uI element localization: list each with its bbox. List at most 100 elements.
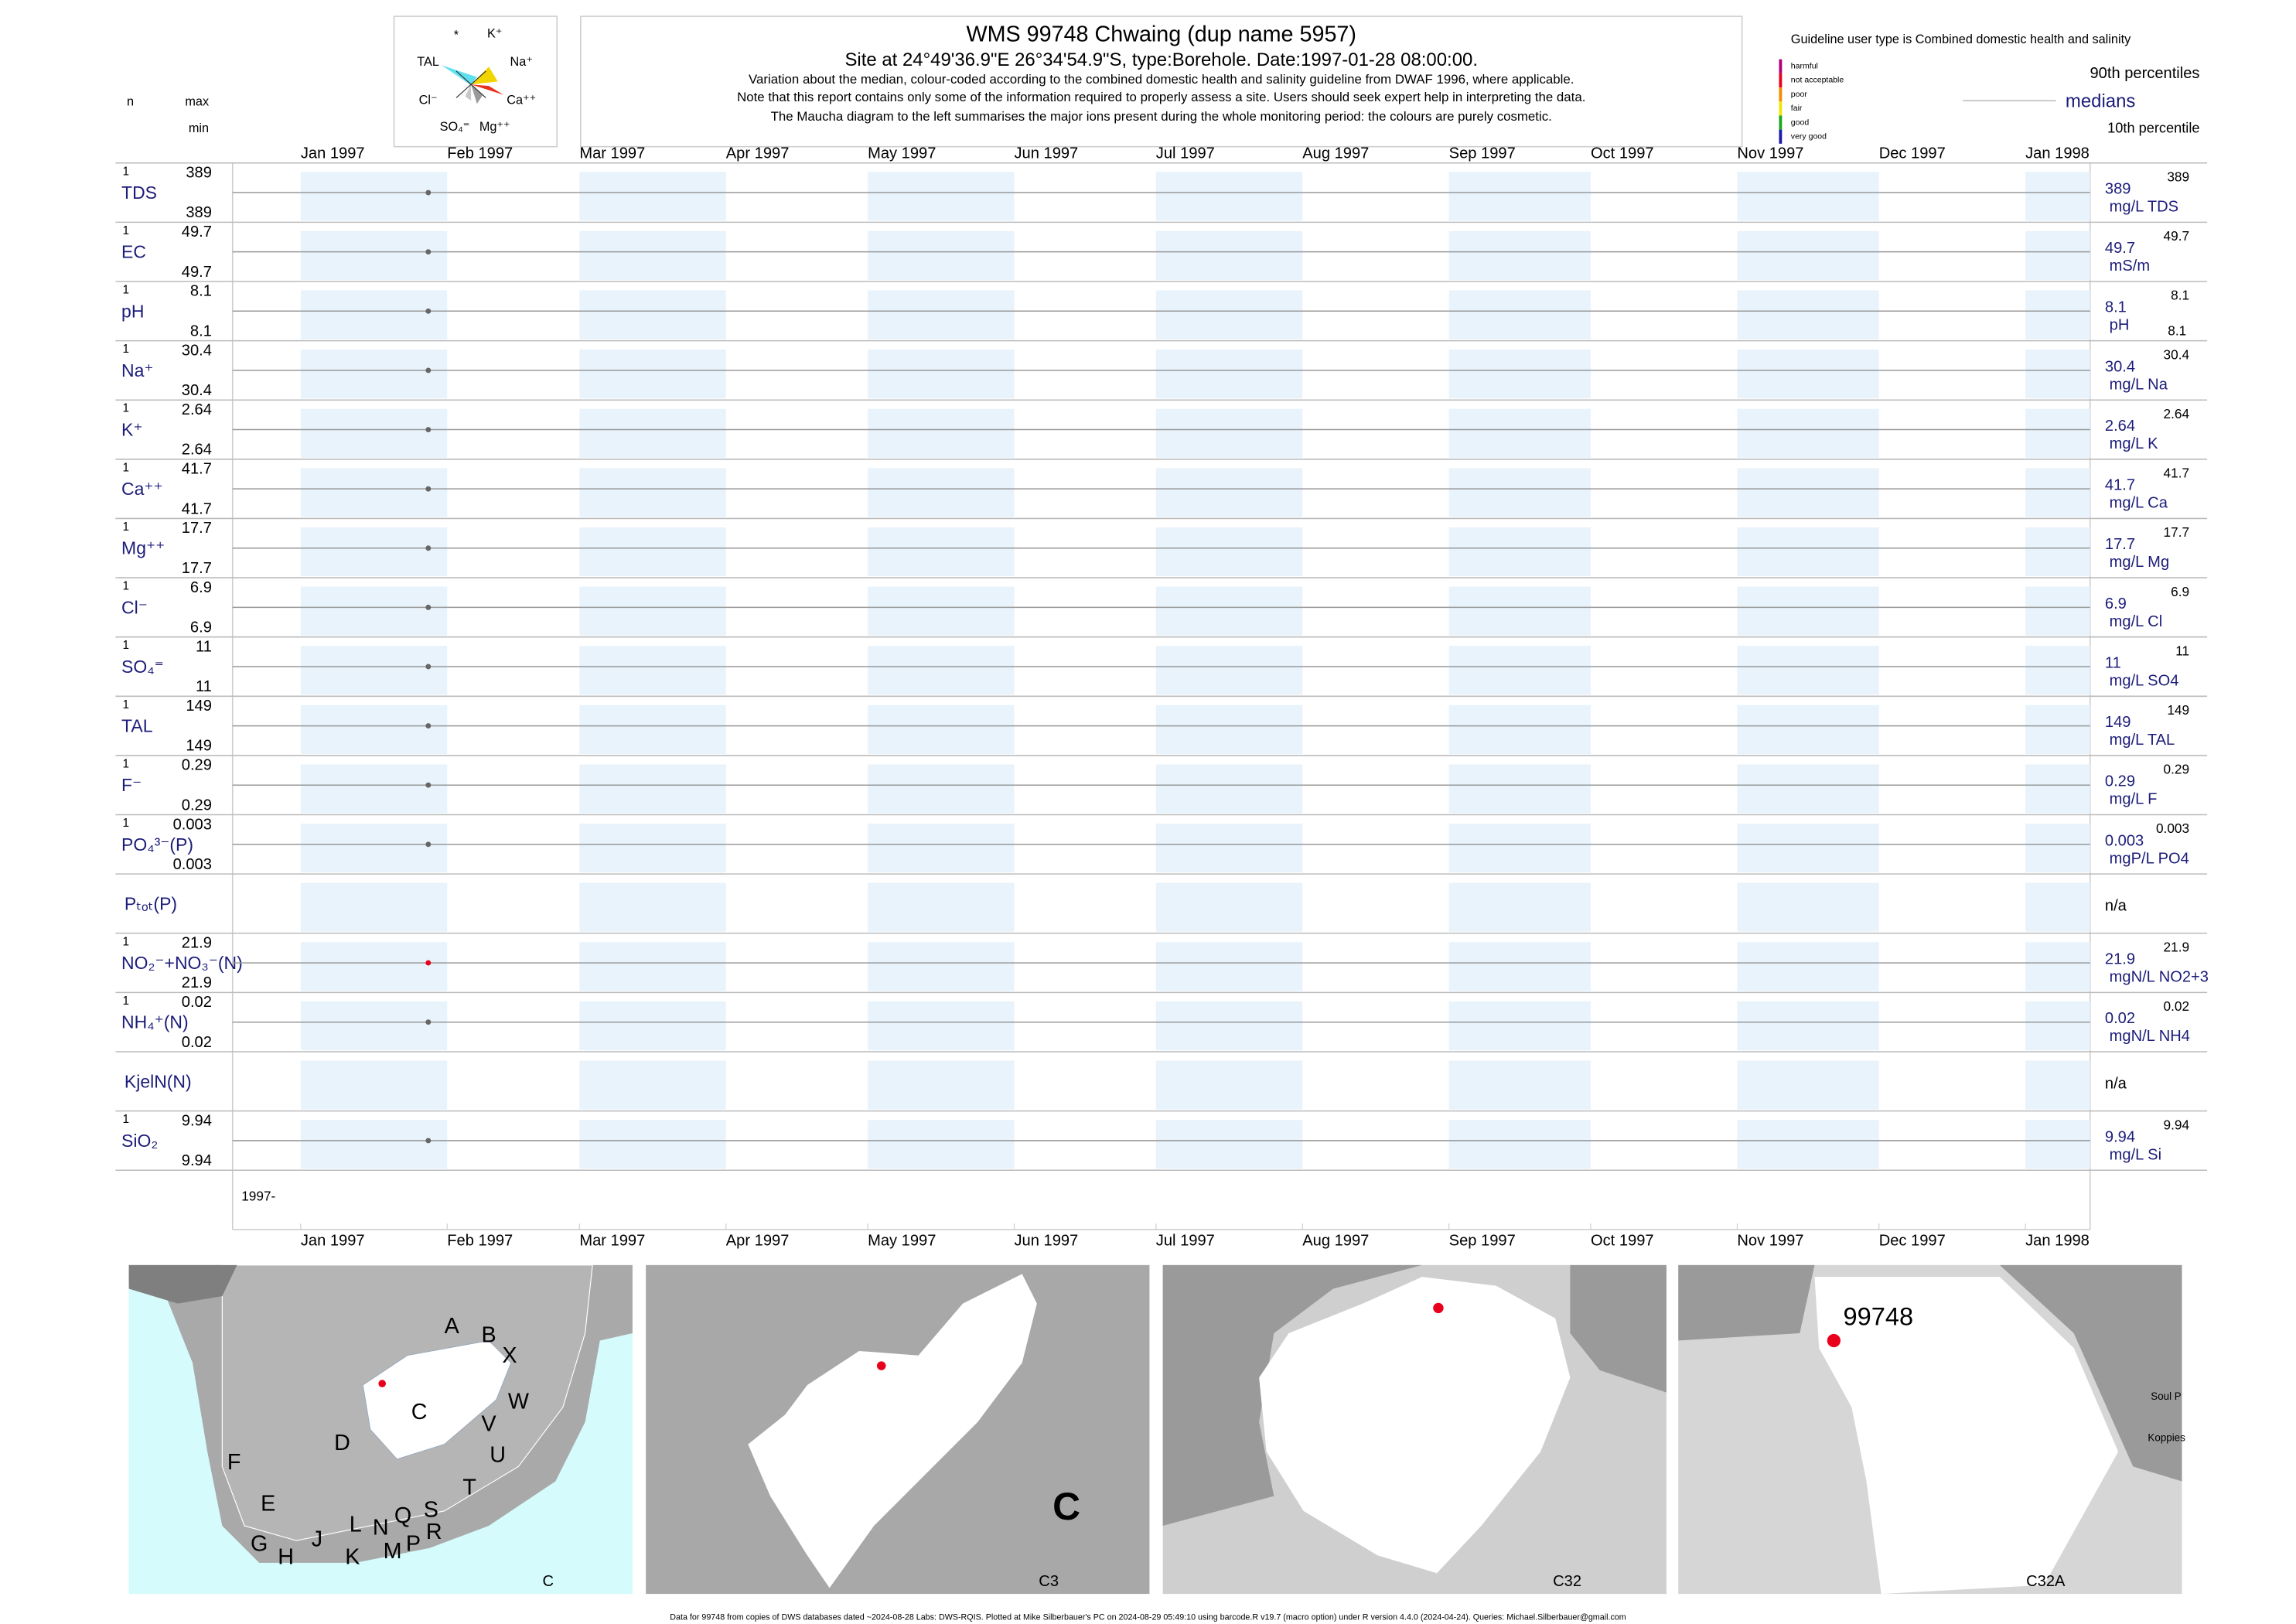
max-value: 2.64	[182, 401, 212, 418]
data-point	[425, 367, 432, 374]
min-value: 0.003	[173, 856, 212, 873]
month-band	[868, 350, 1015, 399]
median-value: 49.7	[2105, 240, 2135, 257]
month-band	[1155, 1001, 1303, 1051]
x-tick-label: May 1997	[868, 145, 936, 162]
map-caption: C32A	[2026, 1573, 2066, 1590]
max-value: 9.94	[182, 1112, 212, 1129]
month-band	[1448, 172, 1591, 221]
month-band	[2025, 705, 2090, 755]
month-band	[1448, 1060, 1591, 1110]
row-label: Ca⁺⁺	[121, 479, 163, 499]
month-band	[579, 468, 726, 517]
row-label: SO₄⁼	[121, 657, 164, 677]
maucha-box	[393, 15, 558, 148]
month-band	[868, 468, 1015, 517]
note: The Maucha diagram to the left summarise…	[771, 109, 1552, 124]
n-count: 1	[123, 935, 130, 948]
p90-value: 30.4	[2164, 346, 2190, 362]
n-count: 1	[123, 639, 130, 652]
month-band	[1448, 350, 1591, 399]
row-label: F⁻	[121, 775, 142, 795]
month-band	[300, 1001, 448, 1051]
month-band	[1448, 1120, 1591, 1169]
month-band	[2025, 824, 2090, 873]
month-band	[2025, 942, 2090, 991]
month-band	[1737, 527, 1879, 577]
p90-value: 11	[2175, 643, 2189, 658]
header-box	[580, 15, 1743, 148]
note: Variation about the median, colour-coded…	[749, 72, 1574, 87]
map-label: P	[406, 1531, 421, 1556]
month-band	[2025, 408, 2090, 458]
map-caption: C32	[1553, 1573, 1581, 1590]
map-label: S	[424, 1497, 438, 1522]
month-band	[868, 172, 1015, 221]
maucha-label: Mg⁺⁺	[479, 120, 510, 134]
row-label: NH₄⁺(N)	[121, 1012, 189, 1032]
row-label: Na⁺	[121, 360, 154, 380]
map-label: 99748	[1844, 1302, 1914, 1330]
median-value: 9.94	[2105, 1128, 2135, 1145]
unit: mg/L SO4	[2110, 672, 2179, 689]
maucha-label: Na⁺	[510, 55, 533, 69]
x-tick-label: Dec 1997	[1879, 145, 1946, 162]
guideline-title: Guideline user type is Combined domestic…	[1791, 32, 2131, 46]
median-value: 8.1	[2105, 299, 2127, 316]
month-band	[2025, 764, 2090, 814]
median-value: 6.9	[2105, 595, 2127, 612]
x-tick-label: Nov 1997	[1737, 1233, 1803, 1250]
p90-value: 6.9	[2171, 584, 2189, 599]
legend-p90: 90th percentiles	[2090, 65, 2200, 82]
unit: mg/L F	[2110, 791, 2158, 808]
x-tick-label: Jun 1997	[1015, 145, 1079, 162]
row-label: pH	[121, 301, 144, 321]
min-value: 8.1	[190, 322, 212, 339]
median-value: 21.9	[2105, 951, 2135, 968]
year-label: 1997-	[241, 1188, 275, 1203]
median-value: 389	[2105, 181, 2131, 198]
data-point	[425, 782, 432, 788]
month-band	[1155, 764, 1303, 814]
month-band	[1155, 1060, 1303, 1110]
month-band	[2025, 172, 2090, 221]
median-value: 2.64	[2105, 418, 2135, 435]
p90-value: 21.9	[2164, 939, 2190, 954]
row-label: PO₄³⁻(P)	[121, 834, 193, 855]
status: n/a	[2105, 898, 2127, 915]
guideline-class: poor	[1791, 90, 1808, 99]
month-band	[579, 350, 726, 399]
x-tick-label: Sep 1997	[1449, 145, 1516, 162]
month-band	[1448, 942, 1591, 991]
row-label: K⁺	[121, 420, 142, 440]
x-tick-label: Jan 1997	[301, 1233, 365, 1250]
max-value: 41.7	[182, 461, 212, 478]
month-band	[300, 646, 448, 695]
month-band	[1155, 468, 1303, 517]
guideline-swatch	[1779, 129, 1783, 144]
guideline-swatch	[1779, 73, 1783, 88]
row-label: TDS	[121, 183, 157, 203]
month-band	[1448, 230, 1591, 281]
map-label: W	[508, 1390, 530, 1414]
month-band	[1448, 586, 1591, 636]
maucha-label: Cl⁻	[419, 94, 438, 107]
month-band	[1155, 824, 1303, 873]
month-band	[868, 408, 1015, 458]
map-label: Koppies	[2148, 1432, 2185, 1444]
col-head-min: min	[189, 121, 209, 135]
x-tick-label: Mar 1997	[579, 145, 645, 162]
month-band	[1448, 468, 1591, 517]
map-label: E	[261, 1492, 275, 1517]
guideline-swatch	[1779, 87, 1783, 102]
n-count: 1	[123, 995, 130, 1008]
month-band	[1155, 586, 1303, 636]
median-value: 0.02	[2105, 1010, 2135, 1027]
month-band	[2025, 527, 2090, 577]
p90-value: 0.003	[2156, 821, 2189, 836]
max-value: 30.4	[182, 342, 212, 359]
month-band	[1737, 408, 1879, 458]
data-point	[425, 249, 432, 255]
median-value: 0.003	[2105, 832, 2144, 849]
month-band	[1155, 290, 1303, 339]
